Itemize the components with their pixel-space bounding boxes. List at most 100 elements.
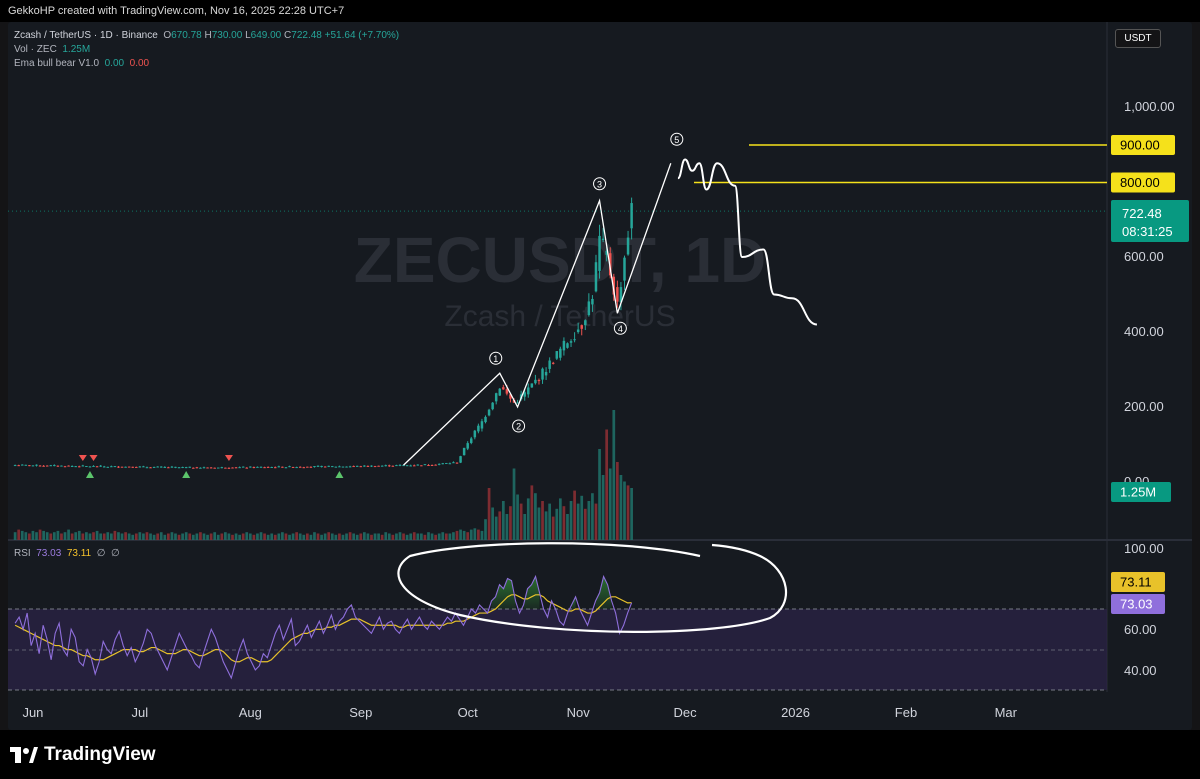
legend-rsi-row[interactable]: RSI 73.03 73.11 ∅ ∅: [14, 548, 120, 559]
candle: [412, 465, 416, 467]
candle: [295, 467, 298, 469]
chart-credit: GekkoHP created with TradingView.com, No…: [8, 5, 345, 17]
candle: [509, 394, 512, 399]
candle: [53, 465, 56, 467]
watermark-name: Zcash / TetherUS: [444, 300, 675, 333]
candle: [348, 466, 352, 468]
candle: [217, 467, 220, 469]
volume-bar: [70, 533, 74, 540]
candle: [302, 467, 306, 469]
wave-label-circle: [512, 419, 526, 433]
candle: [516, 402, 519, 404]
volume-bar: [131, 534, 135, 540]
legend-ema-a: 0.00: [104, 58, 125, 69]
legend-rsi-extra2: ∅: [110, 548, 120, 559]
time-axis[interactable]: Jun Jul Aug Sep Oct Nov Dec 2026 Feb Mar: [22, 705, 1017, 720]
volume-bar: [305, 533, 309, 540]
volume-bar: [537, 507, 541, 540]
candle: [124, 466, 127, 468]
time-tick: Sep: [349, 705, 372, 720]
time-tick: Nov: [567, 705, 591, 720]
legend-ema-row[interactable]: Ema bull bear V1.0 0.00 0.00: [14, 58, 149, 69]
candle: [284, 467, 288, 469]
candle: [441, 463, 444, 465]
legend-l-label: L: [245, 30, 251, 41]
volume-bar: [202, 533, 206, 540]
volume-bar: [370, 534, 373, 540]
legend-symbol[interactable]: Zcash / TetherUS · 1D · Binance: [14, 30, 158, 41]
volume-bar: [630, 488, 633, 540]
volume-bar: [380, 534, 384, 540]
volume-bar: [480, 530, 484, 540]
candle: [313, 466, 316, 468]
volume-bar: [384, 532, 388, 540]
volume-bar: [558, 498, 562, 540]
candle: [131, 466, 134, 468]
candle: [345, 466, 348, 468]
candle: [555, 351, 559, 359]
candle: [630, 203, 633, 229]
volume-bar: [366, 533, 370, 540]
candle: [252, 467, 256, 469]
legend-h-label: H: [204, 30, 212, 41]
volume-bar: [516, 494, 519, 540]
volume-bar: [420, 533, 423, 540]
currency-button[interactable]: USDT: [1115, 29, 1161, 48]
drawings[interactable]: 1 2 3 4 5: [397, 132, 1107, 633]
candle: [338, 466, 341, 468]
candle: [167, 467, 170, 469]
legend-open: 670.78: [171, 30, 202, 41]
bull-signal-marker: [182, 471, 191, 478]
volume-bar: [216, 534, 220, 540]
volume-bar: [95, 530, 99, 540]
volume-bar: [313, 532, 316, 540]
tradingview-logo[interactable]: TradingView: [10, 744, 156, 766]
volume-bar: [184, 532, 188, 540]
volume-bar: [583, 508, 587, 540]
volume-bar: [56, 530, 60, 540]
volume-bar: [509, 506, 512, 540]
volume-bar: [594, 503, 598, 540]
volume-bar: [530, 485, 534, 540]
candle: [391, 465, 395, 467]
volume-bar: [462, 530, 466, 540]
volume-bar: [298, 533, 302, 540]
volume-badge: 1.25M: [1120, 485, 1156, 500]
candle: [13, 465, 17, 467]
volume-bar: [117, 532, 120, 540]
price-axis[interactable]: 1,000.00600.00400.00200.000.00900.00800.…: [8, 99, 1189, 678]
candle: [395, 465, 398, 467]
volume-bar: [398, 532, 402, 540]
wave-label-circle: [670, 132, 684, 146]
candle: [537, 380, 541, 382]
volume-bar: [142, 533, 145, 540]
volume-bar: [327, 532, 331, 540]
volume-bar: [309, 534, 313, 540]
volume-bar: [402, 533, 405, 540]
volume-bar: [252, 534, 256, 540]
volume-bar: [626, 485, 630, 540]
candle: [591, 298, 594, 305]
candle: [480, 421, 484, 429]
volume-bar: [106, 532, 110, 540]
legend-change: +51.64 (+7.70%): [324, 30, 400, 41]
candle: [502, 387, 505, 390]
candle: [534, 379, 537, 384]
volume-bar: [163, 534, 167, 540]
volume-bar: [601, 475, 605, 540]
candle: [462, 447, 466, 456]
volume-bar: [316, 533, 320, 540]
volume-bar: [355, 534, 359, 540]
candle: [195, 467, 199, 469]
volume-bar: [526, 498, 530, 540]
volume-bar: [13, 532, 17, 540]
rsi-tick: 60.00: [1124, 622, 1157, 637]
candle: [466, 443, 469, 449]
volume-bar: [587, 501, 591, 540]
legend-volume-row[interactable]: Vol · ZEC 1.25M: [14, 44, 90, 55]
rsi-ma-badge: 73.11: [1120, 575, 1152, 590]
volume-bar: [77, 530, 81, 540]
volume-bar: [256, 533, 259, 540]
volume-bar: [541, 501, 544, 540]
